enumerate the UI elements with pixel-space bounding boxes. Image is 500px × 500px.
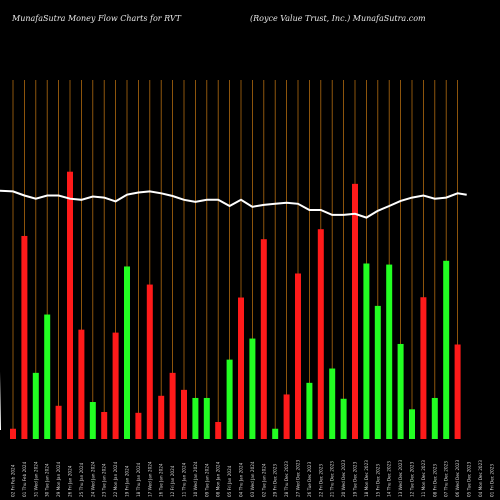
bar-up bbox=[89, 402, 96, 439]
bar-up bbox=[397, 343, 404, 439]
x-tick-label: 09 Tue Jan 2024 bbox=[204, 463, 209, 497]
bar-down bbox=[238, 297, 244, 439]
bar-up bbox=[363, 263, 370, 439]
x-tick-label: 18 Mon Dec 2023 bbox=[364, 460, 369, 497]
bar-down bbox=[21, 235, 28, 439]
x-tick-label: 03 Wed Jan 2024 bbox=[250, 461, 255, 497]
bar-down bbox=[135, 412, 142, 439]
x-tick-label: 02 Fri Feb 2024 bbox=[11, 464, 16, 497]
x-tick-label: 10 Wed Jan 2024 bbox=[193, 461, 198, 497]
bar-down bbox=[181, 389, 187, 439]
x-tick-label: 06 Wed Dec 2023 bbox=[455, 459, 460, 497]
bar-up bbox=[124, 266, 130, 439]
bar-down bbox=[260, 239, 267, 439]
bar-up bbox=[306, 382, 313, 439]
x-tick-label: 31 Wed Jan 2024 bbox=[33, 461, 38, 497]
bar-down bbox=[78, 329, 85, 439]
x-tick-label: 04 Thu Jan 2024 bbox=[239, 462, 244, 497]
bar-up bbox=[32, 372, 39, 439]
chart-title-right: (Royce Value Trust, Inc.) MunafaSutra.co… bbox=[250, 14, 426, 23]
x-tick-label: 18 Thu Jan 2024 bbox=[136, 462, 141, 497]
chart-title-left: MunafaSutra Money Flow Charts for RVT bbox=[12, 14, 181, 23]
bar-up bbox=[249, 338, 256, 439]
x-tick-label: 30 Tue Jan 2024 bbox=[45, 463, 50, 497]
x-tick-label: 08 Fri Dec 2023 bbox=[432, 464, 437, 497]
bar-down bbox=[55, 405, 62, 439]
x-tick-label: 11 Thu Jan 2024 bbox=[182, 462, 187, 497]
bar-series bbox=[10, 171, 461, 439]
bar-up bbox=[272, 428, 279, 439]
x-tick-label: 04 Mon Dec 2023 bbox=[478, 460, 483, 497]
x-tick-label: 08 Mon Jan 2024 bbox=[216, 461, 221, 497]
bar-down bbox=[317, 229, 324, 439]
x-tick-label: 29 Fri Dec 2023 bbox=[273, 464, 278, 497]
bar-up bbox=[386, 264, 393, 439]
bar-up bbox=[340, 398, 347, 439]
x-tick-label: 21 Thu Dec 2023 bbox=[330, 461, 335, 497]
x-tick-label: 14 Thu Dec 2023 bbox=[387, 461, 392, 497]
bar-down bbox=[215, 421, 222, 439]
x-tick-label: 24 Wed Jan 2024 bbox=[90, 461, 95, 497]
x-tick-label: 13 Wed Dec 2023 bbox=[398, 459, 403, 497]
bar-up bbox=[329, 368, 336, 439]
x-tick-label: 12 Fri Jan 2024 bbox=[170, 465, 175, 497]
x-tick-label: 15 Fri Dec 2023 bbox=[375, 464, 380, 497]
x-tick-label: 22 Fri Dec 2023 bbox=[318, 464, 323, 497]
bar-down bbox=[112, 332, 119, 439]
x-tick-label: 01 Thu Feb 2024 bbox=[22, 461, 27, 497]
bar-down bbox=[420, 297, 427, 439]
x-tick-label: 27 Wed Dec 2023 bbox=[296, 459, 301, 497]
bar-up bbox=[431, 397, 438, 439]
x-axis-ticks: 02 Fri Feb 2024 01 Thu Feb 2024 31 Wed Jan… bbox=[11, 459, 495, 497]
price-line bbox=[0, 189, 467, 430]
bar-down bbox=[67, 171, 73, 439]
bar-up bbox=[443, 260, 450, 439]
x-tick-label: 02 Tue Jan 2024 bbox=[261, 463, 266, 497]
bar-down bbox=[283, 394, 290, 439]
x-tick-label: 26 Fri Jan 2024 bbox=[68, 465, 73, 497]
bar-down bbox=[454, 344, 461, 439]
bar-down bbox=[10, 428, 16, 439]
bar-up bbox=[226, 359, 233, 439]
bar-up bbox=[44, 314, 51, 439]
x-tick-label: 12 Tue Dec 2023 bbox=[410, 461, 415, 497]
x-tick-label: 16 Tue Jan 2024 bbox=[159, 463, 164, 497]
x-tick-label: 05 Fri Jan 2024 bbox=[227, 465, 232, 497]
bar-down bbox=[169, 372, 176, 439]
x-tick-label: 17 Wed Jan 2024 bbox=[147, 461, 152, 497]
bar-up bbox=[409, 409, 415, 439]
x-tick-label: 28 Thu Dec 2023 bbox=[284, 461, 289, 497]
x-tick-label: 25 Thu Jan 2024 bbox=[79, 462, 84, 497]
x-tick-label: 23 Tue Jan 2024 bbox=[102, 463, 107, 497]
bar-down bbox=[101, 412, 108, 439]
bar-down bbox=[295, 273, 301, 439]
bar-down bbox=[146, 284, 153, 439]
x-tick-label: 29 Mon Jan 2024 bbox=[56, 461, 61, 497]
x-tick-label: 07 Thu Dec 2023 bbox=[444, 461, 449, 497]
bar-up bbox=[374, 305, 381, 439]
x-tick-label: 26 Tue Dec 2023 bbox=[307, 461, 312, 497]
x-tick-label: 20 Wed Dec 2023 bbox=[341, 459, 346, 497]
bar-down bbox=[352, 183, 358, 439]
x-tick-label: 22 Mon Jan 2024 bbox=[113, 461, 118, 497]
x-tick-label: 11 Mon Dec 2023 bbox=[421, 460, 426, 497]
x-tick-label: 19 Fri Jan 2024 bbox=[125, 465, 130, 497]
x-tick-label: 01 Fri Dec 2023 bbox=[489, 464, 494, 497]
x-tick-label: 19 Tue Dec 2023 bbox=[353, 461, 358, 497]
bar-up bbox=[192, 397, 199, 439]
bar-down bbox=[158, 395, 165, 439]
x-tick-label: 05 Tue Dec 2023 bbox=[467, 461, 472, 497]
bar-up bbox=[203, 397, 210, 439]
